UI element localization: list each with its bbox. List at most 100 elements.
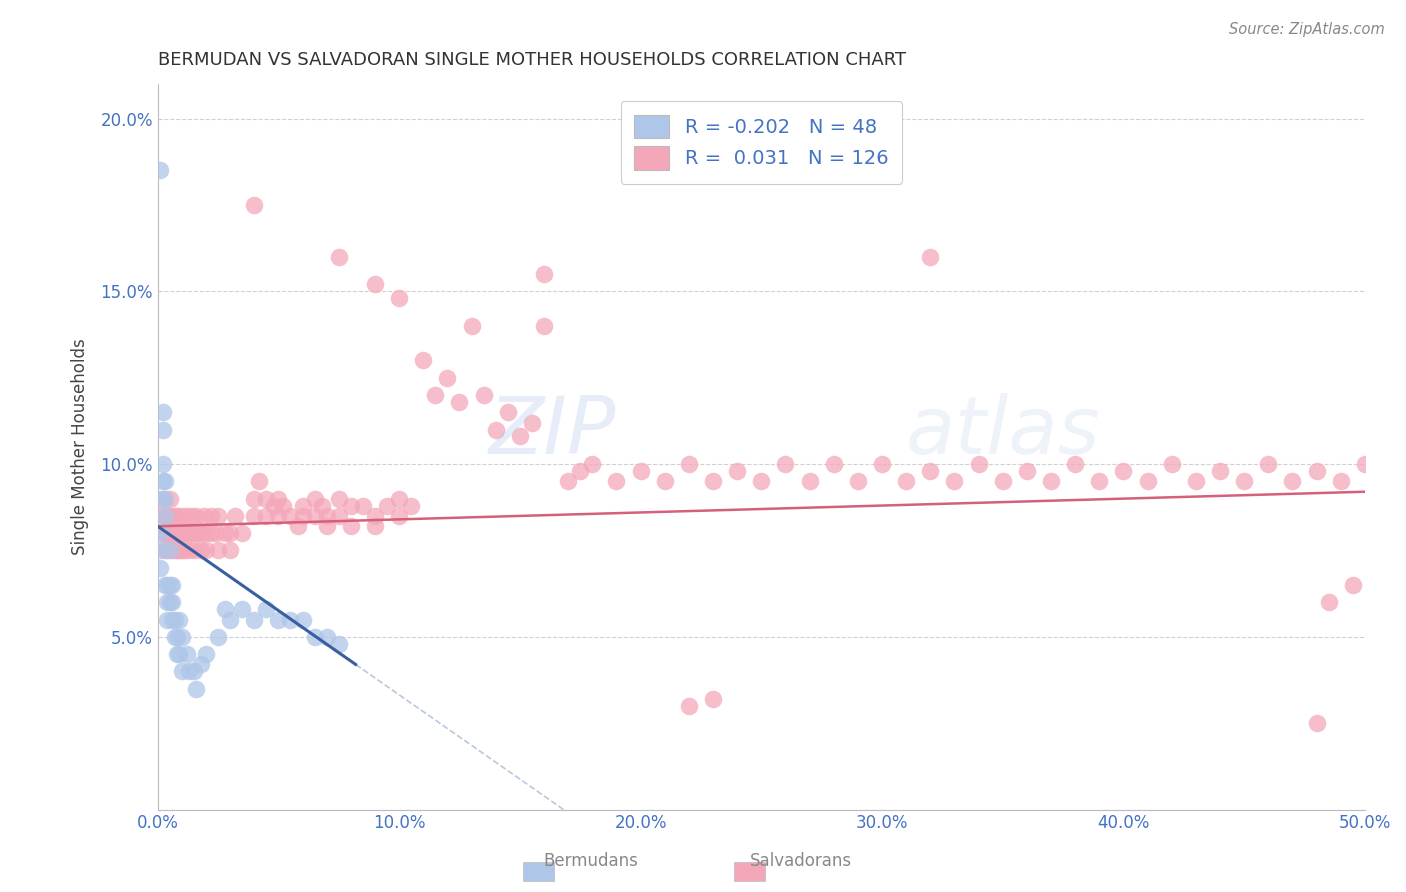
Y-axis label: Single Mother Households: Single Mother Households (72, 338, 89, 555)
Point (170, 665, 193, 679)
Point (149, 526, 172, 541)
Point (399, 499, 422, 513)
Point (247, 475, 270, 489)
Point (159, 526, 181, 541)
Point (219, 543, 242, 558)
Point (180, 508, 202, 523)
Point (725, 464, 748, 478)
Point (204, 526, 226, 541)
Point (149, 491, 172, 506)
Point (605, 475, 627, 489)
Point (328, 491, 350, 506)
Point (678, 698, 700, 713)
Point (1257, 457, 1279, 471)
Point (267, 491, 290, 506)
Point (702, 692, 724, 706)
Point (678, 457, 700, 471)
Point (149, 543, 172, 558)
Point (160, 578, 183, 592)
Point (153, 508, 176, 523)
Point (280, 508, 302, 523)
Point (166, 508, 188, 523)
Point (388, 291, 411, 305)
Point (176, 508, 198, 523)
Point (159, 491, 181, 506)
Point (170, 543, 193, 558)
Point (156, 508, 179, 523)
Point (152, 423, 174, 437)
Point (187, 526, 209, 541)
Point (1281, 475, 1303, 489)
Point (163, 543, 186, 558)
Point (190, 543, 212, 558)
Point (846, 475, 869, 489)
Point (200, 508, 222, 523)
Point (287, 519, 309, 533)
Point (388, 491, 411, 506)
Point (894, 475, 917, 489)
Point (166, 543, 188, 558)
Point (352, 499, 374, 513)
Point (153, 491, 176, 506)
Text: BERMUDAN VS SALVADORAN SINGLE MOTHER HOUSEHOLDS CORRELATION CHART: BERMUDAN VS SALVADORAN SINGLE MOTHER HOU… (157, 51, 905, 69)
Point (169, 543, 191, 558)
Point (1015, 464, 1038, 478)
Point (654, 475, 676, 489)
Point (231, 602, 253, 616)
Point (340, 499, 363, 513)
Text: Bermudans: Bermudans (543, 852, 638, 870)
Point (425, 388, 447, 402)
Point (509, 429, 531, 443)
Point (991, 475, 1014, 489)
Point (153, 526, 176, 541)
Point (190, 526, 212, 541)
Point (159, 578, 181, 592)
Point (304, 491, 326, 506)
Point (1233, 475, 1256, 489)
Point (315, 508, 337, 523)
Point (163, 613, 186, 627)
Point (364, 277, 387, 292)
Point (1305, 464, 1327, 478)
Point (267, 613, 290, 627)
Point (170, 630, 193, 644)
Point (291, 508, 314, 523)
Point (156, 595, 179, 609)
Point (207, 543, 229, 558)
Text: Salvadorans: Salvadorans (751, 852, 852, 870)
Point (195, 526, 218, 541)
Point (328, 637, 350, 651)
Point (166, 630, 188, 644)
Text: ZIP: ZIP (489, 393, 616, 471)
Point (219, 613, 242, 627)
Point (823, 457, 845, 471)
Text: atlas: atlas (905, 393, 1101, 471)
Point (169, 647, 191, 661)
Point (156, 526, 179, 541)
Point (243, 613, 266, 627)
Point (436, 370, 458, 384)
Point (163, 508, 186, 523)
Point (176, 526, 198, 541)
Point (581, 457, 603, 471)
Point (177, 526, 200, 541)
Point (207, 508, 229, 523)
Point (153, 543, 176, 558)
Point (254, 491, 277, 506)
Point (254, 508, 277, 523)
Point (311, 499, 333, 513)
Point (166, 526, 188, 541)
Point (169, 613, 191, 627)
Point (280, 613, 302, 627)
Point (557, 475, 579, 489)
Point (460, 318, 482, 333)
Point (1064, 457, 1087, 471)
Point (702, 475, 724, 489)
Point (160, 543, 183, 558)
Point (219, 526, 242, 541)
Point (160, 526, 183, 541)
Point (173, 543, 195, 558)
Point (160, 595, 183, 609)
Point (186, 526, 208, 541)
Point (156, 613, 179, 627)
